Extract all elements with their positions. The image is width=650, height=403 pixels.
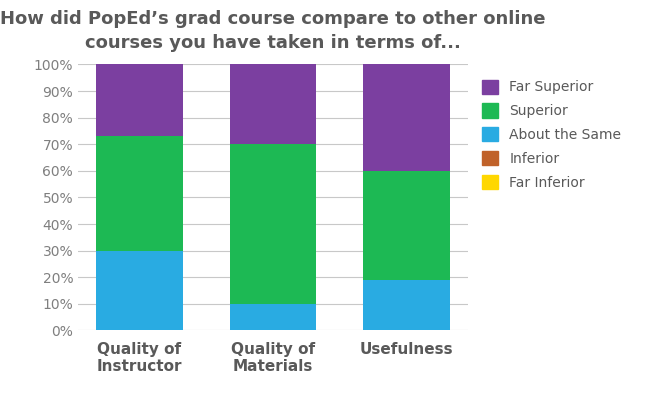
Bar [363,171,450,280]
Bar [363,64,450,171]
Bar [96,136,183,251]
Bar [229,144,317,304]
Bar [96,251,183,330]
Legend: Far Superior, Superior, About the Same, Inferior, Far Inferior: Far Superior, Superior, About the Same, … [479,77,624,193]
Bar [363,280,450,330]
Bar [229,64,317,144]
Title: How did PopEd’s grad course compare to other online
courses you have taken in te: How did PopEd’s grad course compare to o… [0,10,546,52]
Bar [96,64,183,136]
Bar [229,304,317,330]
